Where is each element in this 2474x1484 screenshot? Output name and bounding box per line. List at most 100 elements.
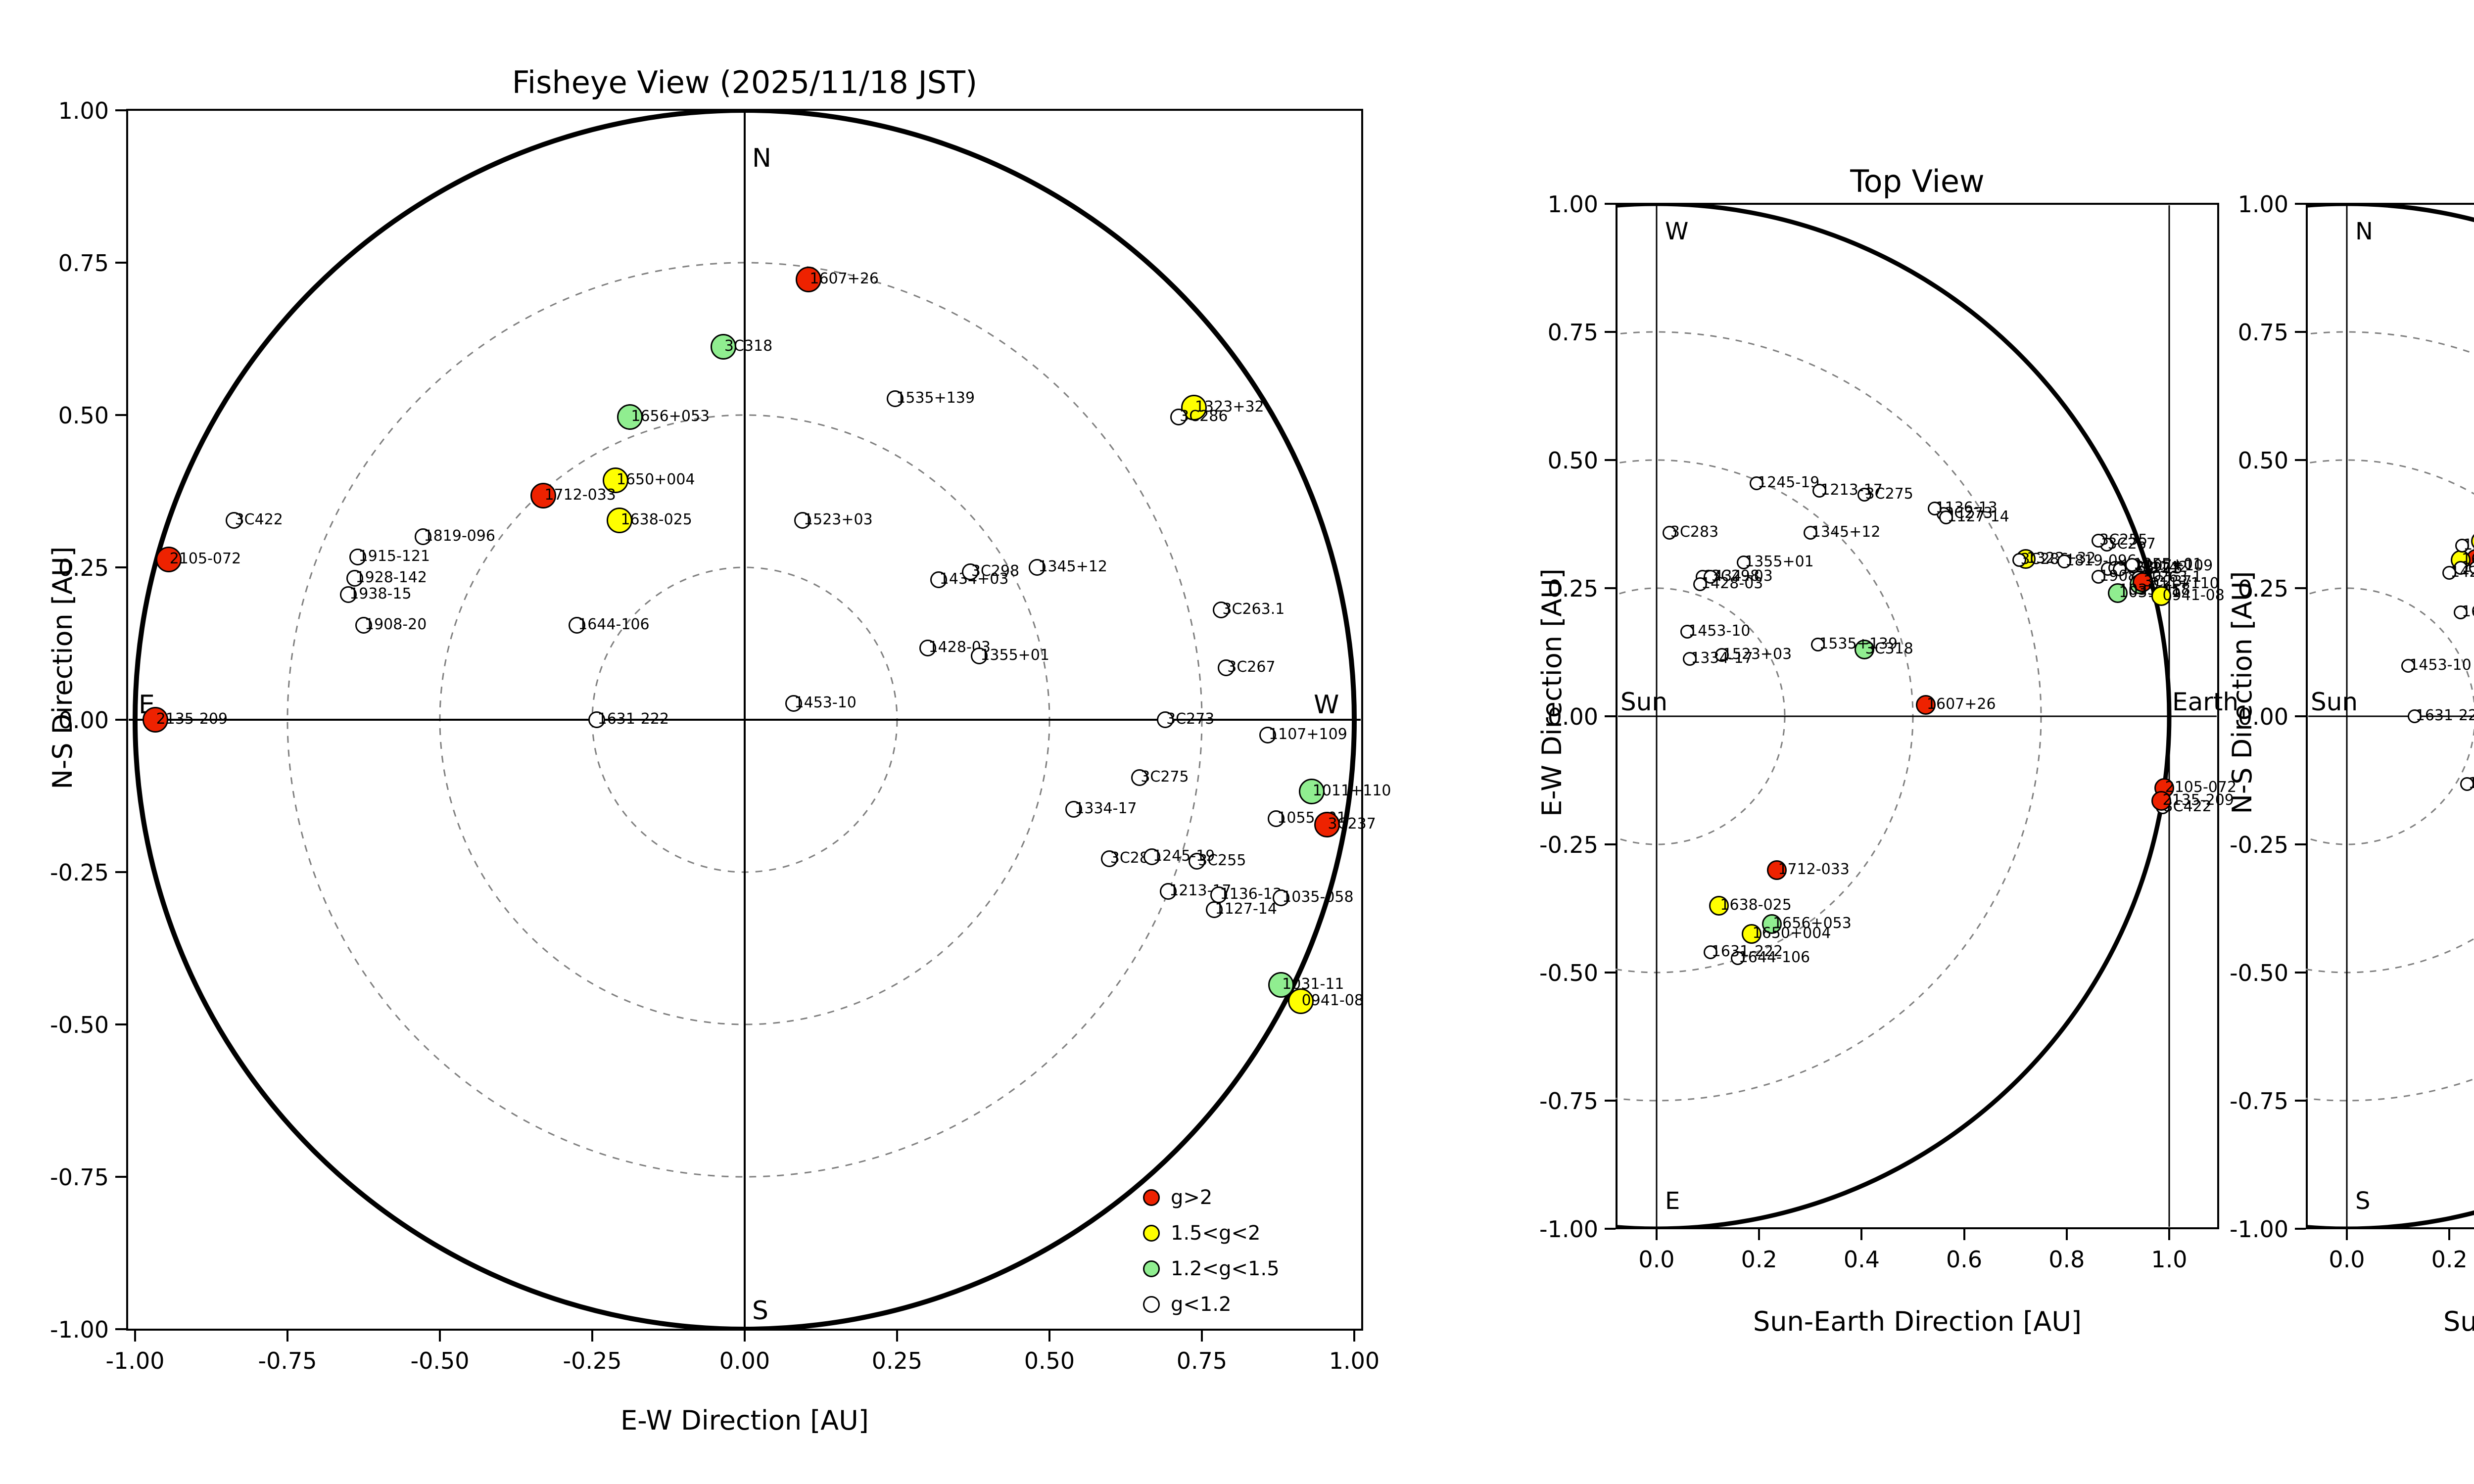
legend-item-1: 1.5<g<2	[1143, 1222, 1260, 1245]
topview-x-tickmark	[2065, 1229, 2068, 1240]
source-marker	[2092, 570, 2106, 584]
source-marker	[2151, 586, 2172, 606]
topview-y-tickmark	[1605, 203, 1616, 205]
source-marker	[1189, 852, 1206, 870]
topview-x-tick-label: 1.0	[2151, 1246, 2188, 1273]
fisheye-x-tickmark	[591, 1331, 593, 1342]
fisheye-x-tick-label: 0.00	[719, 1347, 770, 1374]
topview-y-tickmark	[1605, 1100, 1616, 1102]
source-marker	[225, 512, 242, 529]
source-label: 3C318	[1865, 640, 1913, 658]
source-label: 2135-209	[156, 710, 228, 728]
source-marker	[1213, 602, 1230, 619]
topview-x-tickmark	[1758, 1229, 1760, 1240]
sideview-y-tick-label: 0.50	[2237, 447, 2288, 474]
source-label: 1011+110	[2140, 574, 2219, 592]
legend-label-0: g>2	[1171, 1186, 1213, 1209]
fisheye-y-tickmark	[115, 566, 126, 568]
topview-y-tick-label: 0.25	[1547, 575, 1598, 602]
source-marker	[607, 508, 633, 534]
source-label: 1523+03	[1722, 645, 1792, 663]
source-label: 1607+26	[1926, 696, 1996, 713]
source-marker	[1029, 559, 1046, 576]
source-label: 0941-08	[1301, 992, 1364, 1010]
sideview-unit-circle	[2306, 203, 2474, 1229]
fisheye-y-tick-label: 0.50	[58, 402, 109, 429]
legend-item-2: 1.2<g<1.5	[1143, 1257, 1280, 1280]
source-label: 1345+12	[1811, 523, 1881, 541]
source-label: 1712-033	[1778, 860, 1850, 878]
source-label: 1644-106	[2461, 603, 2474, 620]
source-marker	[1857, 488, 1871, 502]
source-label: 1631-222	[1711, 942, 1783, 960]
source-label: 1819-096	[2065, 552, 2137, 570]
sideview-y-tick-label: 0.75	[2237, 319, 2288, 346]
topview-y-tickmark	[1605, 587, 1616, 589]
source-label: 1245-19	[1758, 473, 1820, 491]
source-label: 1535+139	[1819, 635, 1898, 652]
fisheye-y-tick-label: -0.75	[49, 1164, 109, 1191]
source-marker	[2108, 583, 2128, 603]
fisheye-y-tickmark	[115, 1176, 126, 1178]
source-marker	[2407, 709, 2422, 723]
sideview-marker-bottom: S	[2355, 1187, 2371, 1215]
source-label: 1245-19	[1152, 847, 1215, 865]
sideview-y-tick-label: 0.00	[2237, 703, 2288, 730]
source-marker	[1218, 659, 1235, 677]
sideview-y-tick-label: 1.00	[2237, 191, 2288, 218]
source-label: 1638-025	[1720, 896, 1792, 914]
source-label: 1928-142	[355, 569, 427, 587]
fisheye-x-tickmark	[134, 1331, 136, 1342]
source-marker	[1100, 850, 1118, 867]
source-marker	[602, 467, 628, 493]
legend-swatch-yellow	[1143, 1225, 1160, 1242]
legend-label-2: 1.2<g<1.5	[1171, 1257, 1280, 1280]
topview-y-tick-label: 0.75	[1547, 319, 1598, 346]
legend-item-3: g<1.2	[1143, 1293, 1232, 1316]
topview-marker-sun: Sun	[1620, 688, 1668, 716]
source-label: 3C286	[1180, 407, 1228, 425]
topview-marker-top: W	[1665, 218, 1689, 245]
source-label: 3C255	[2099, 531, 2148, 549]
source-marker	[1750, 476, 1764, 490]
source-label: 1428-03	[1701, 574, 1763, 592]
source-marker	[971, 647, 988, 664]
sideview-y-tickmark	[2295, 587, 2306, 589]
fisheye-y-tickmark	[115, 109, 126, 111]
source-label: 1656+053	[1773, 914, 1852, 932]
topview-marker-bottom: E	[1665, 1187, 1680, 1215]
source-marker	[414, 528, 431, 546]
source-label: 1136-13	[1220, 885, 1282, 903]
source-marker	[1268, 810, 1285, 827]
topview-y-tick-label: -0.50	[1539, 960, 1598, 986]
fisheye-x-tick-label: -0.25	[563, 1347, 622, 1374]
source-marker	[2112, 562, 2127, 576]
topview-x-tick-label: 0.2	[1741, 1246, 1777, 1273]
source-marker	[1680, 625, 1695, 639]
source-label: 3C318	[724, 337, 773, 355]
fisheye-x-tickmark	[1201, 1331, 1203, 1342]
sideview-y-tick-label: -1.00	[2229, 1216, 2288, 1243]
source-label: 3C298	[1711, 567, 1760, 585]
source-marker	[142, 707, 168, 733]
source-label: 1650+004	[616, 470, 695, 488]
source-label: 3C422	[2163, 798, 2212, 816]
topview-x-tickmark	[1963, 1229, 1965, 1240]
source-label: 1638-025	[620, 511, 692, 529]
sideview-y-tickmark	[2295, 972, 2306, 974]
source-label: 2135-209	[2162, 791, 2234, 809]
source-marker	[1065, 801, 1083, 818]
source-marker	[1170, 408, 1188, 425]
source-label: 1908-20	[365, 616, 427, 634]
source-marker	[1709, 896, 1729, 916]
source-marker	[2151, 790, 2172, 811]
source-marker	[1662, 526, 1676, 540]
source-label: 1650+004	[1752, 925, 1831, 942]
sideview-y-tickmark	[2295, 203, 2306, 205]
topview-x-tick-label: 0.8	[2048, 1246, 2085, 1273]
source-label: 1334-17	[1075, 800, 1137, 818]
source-label: 1031-11	[1282, 975, 1344, 993]
fisheye-y-tick-label: 0.75	[58, 250, 109, 277]
